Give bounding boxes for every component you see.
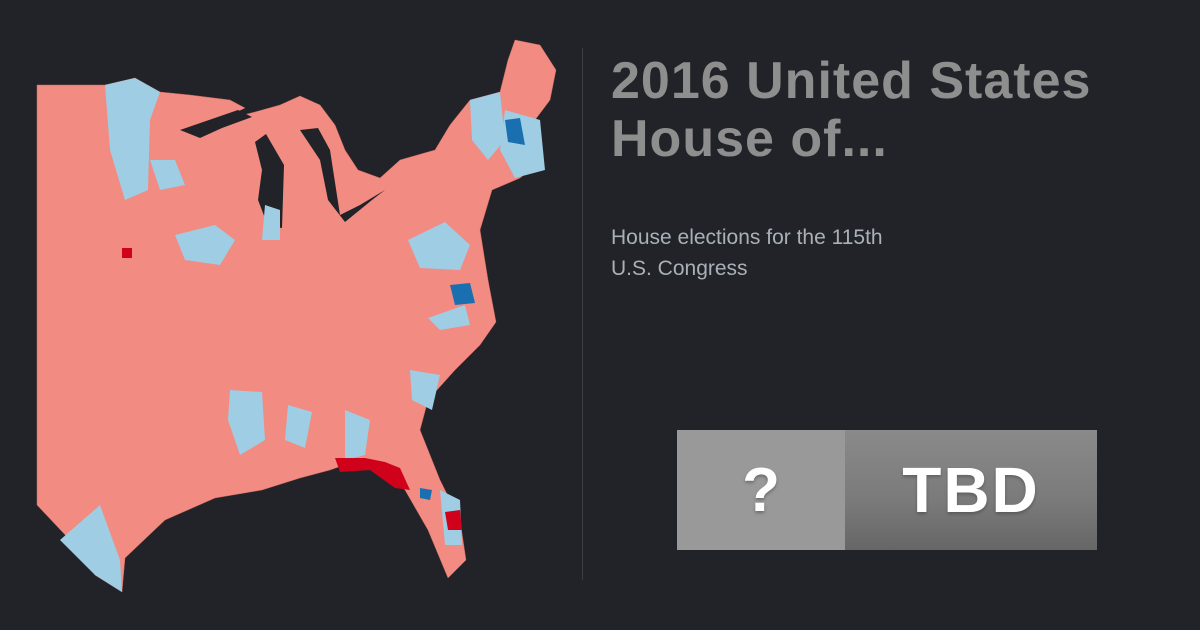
- republican-strong-districts: [122, 248, 462, 530]
- result-status: TBD: [845, 430, 1097, 550]
- lake-superior: [180, 110, 252, 138]
- subtitle: House elections for the 115th U.S. Congr…: [611, 222, 951, 284]
- democrat-strong-districts: [420, 118, 525, 500]
- title-line-1: 2016 United States: [611, 52, 1092, 110]
- winner-unknown-icon: ?: [677, 430, 845, 550]
- subtitle-line-1: House elections for the 115th: [611, 226, 883, 249]
- subtitle-line-2: U.S. Congress: [611, 257, 748, 280]
- result-badge: ? TBD: [677, 430, 1097, 550]
- congressional-district-map: [36, 39, 557, 593]
- title-line-2: House of...: [611, 110, 888, 168]
- page-title: 2016 United States House of...: [611, 52, 1200, 168]
- lake-michigan: [255, 134, 284, 228]
- divider: [582, 48, 583, 580]
- lake-huron-erie: [300, 128, 385, 222]
- democrat-districts: [60, 78, 545, 592]
